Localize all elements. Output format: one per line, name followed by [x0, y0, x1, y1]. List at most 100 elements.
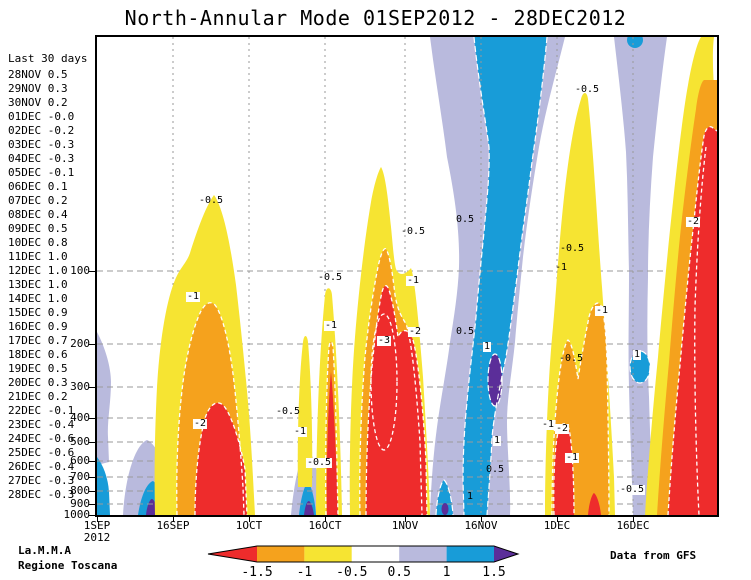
contour-label: -0.5: [618, 484, 646, 495]
contour-label: -1: [564, 452, 580, 463]
x-axis-tick: [325, 517, 326, 522]
x-axis-label: 16NOV: [464, 519, 498, 532]
y-axis-label: 600: [70, 454, 90, 467]
contour-label: 0.5: [485, 464, 505, 475]
contour-label: -0.5: [558, 353, 584, 364]
x-axis-label: 16DEC: [616, 519, 650, 532]
index-list-item: 05DEC -0.1: [8, 166, 75, 179]
contour-label: 0.5: [455, 326, 475, 337]
contour-lines: [176, 37, 717, 515]
y-axis-label: 200: [70, 337, 90, 350]
y-axis-label: 100: [70, 264, 90, 277]
x-axis-tick: [249, 517, 250, 522]
contour-label: -1: [594, 305, 610, 316]
index-list-item: 03DEC -0.3: [8, 138, 75, 151]
x-axis-label: 1DEC: [543, 519, 571, 532]
credit-line2: Regione Toscana: [18, 559, 118, 572]
y-axis-tick: [89, 477, 95, 478]
index-list-item: 26DEC -0.4: [8, 460, 75, 473]
y-axis-label: 900: [70, 497, 90, 510]
index-list-item: 25DEC -0.6: [8, 446, 75, 459]
y-axis-tick: [89, 491, 95, 492]
x-axis-label: 1NOV: [391, 519, 419, 532]
contour-label: 1: [632, 349, 642, 360]
x-axis-tick: [97, 517, 98, 522]
last-30-days-list: 28NOV 0.5 29NOV 0.3 30NOV 0.2 01DEC -0.0 02D…: [8, 68, 74, 502]
x-axis-tick: [405, 517, 406, 522]
contour-label: -3: [376, 335, 392, 346]
contour-label: -0.5: [275, 406, 301, 417]
index-list-item: 07DEC 0.2: [8, 194, 68, 207]
y-axis-label: 700: [70, 470, 90, 483]
y-axis-label: 400: [70, 411, 90, 424]
index-list-item: 27DEC -0.3: [8, 474, 75, 487]
y-axis-label: 1000: [63, 508, 91, 521]
index-list-item: 14DEC 1.0: [8, 292, 68, 305]
contour-label: -0.5: [574, 84, 600, 95]
last-30-days-heading: Last 30 days: [8, 52, 88, 65]
contour-label: 0.5: [455, 214, 475, 225]
contour-label: -0.5: [198, 195, 224, 206]
index-list-item: 28NOV 0.5: [8, 68, 68, 81]
svg-text:-1.5: -1.5: [241, 565, 272, 580]
index-list-item: 28DEC -0.3: [8, 488, 75, 501]
positive-anomaly-regions: [97, 37, 667, 515]
x-axis-label: 1OCT: [235, 519, 263, 532]
index-list-item: 16DEC 0.9: [8, 320, 68, 333]
contour-label: -2: [407, 326, 423, 337]
contour-label: 1: [482, 341, 492, 352]
x-axis-tick: [557, 517, 558, 522]
contour-label: -0.5: [559, 243, 585, 254]
index-list-item: 23DEC -0.4: [8, 418, 75, 431]
index-list-item: 21DEC 0.2: [8, 390, 68, 403]
plot-area: -0.5 -1 -2 -0.5 -1 -0.5 -0.5 -1 -0.5 -1 -3 -2 0.5 0.5…: [95, 35, 719, 517]
index-list-item: 22DEC -0.1: [8, 404, 75, 417]
index-list-item: 18DEC 0.6: [8, 348, 68, 361]
data-source-text: Data from GFS: [610, 549, 697, 562]
svg-text:1: 1: [443, 565, 451, 580]
index-list-item: 24DEC -0.6: [8, 432, 75, 445]
index-list-item: 19DEC 0.5: [8, 362, 68, 375]
x-axis-tick: [633, 517, 634, 522]
y-axis-label: 800: [70, 484, 90, 497]
contour-label: -2: [554, 423, 570, 434]
x-axis-tick: [173, 517, 174, 522]
svg-text:1.5: 1.5: [482, 565, 505, 580]
index-list-item: 29NOV 0.3: [8, 82, 68, 95]
index-list-item: 10DEC 0.8: [8, 236, 68, 249]
index-list-item: 15DEC 0.9: [8, 306, 68, 319]
index-list-item: 13DEC 1.0: [8, 278, 68, 291]
y-axis-label: 500: [70, 435, 90, 448]
contour-label: -1: [323, 320, 339, 331]
index-list-item: 11DEC 1.0: [8, 250, 68, 263]
index-list-item: 30NOV 0.2: [8, 96, 68, 109]
index-list-item: 06DEC 0.1: [8, 180, 68, 193]
colorbar: -1.5 -1 -0.5 0.5 1 1.5: [207, 545, 520, 580]
y-axis-tick: [89, 418, 95, 419]
contour-label: -0.5: [400, 226, 426, 237]
x-axis-label: 1SEP 2012: [83, 519, 111, 544]
index-list-item: 17DEC 0.7: [8, 334, 68, 347]
y-axis-tick: [89, 504, 95, 505]
y-axis-tick: [89, 461, 95, 462]
contour-label: -1: [540, 419, 556, 430]
x-axis-tick: [481, 517, 482, 522]
index-list-item: 02DEC -0.2: [8, 124, 75, 137]
y-axis-tick: [89, 387, 95, 388]
svg-text:0.5: 0.5: [387, 565, 410, 580]
contour-label: -0.5: [305, 457, 333, 468]
contour-label: -1: [554, 262, 568, 273]
index-list-item: 20DEC 0.3: [8, 376, 68, 389]
svg-text:-0.5: -0.5: [336, 565, 367, 580]
y-axis-label: 300: [70, 380, 90, 393]
index-list-item: 09DEC 0.5: [8, 222, 68, 235]
x-axis-label: 16OCT: [308, 519, 342, 532]
contour-label: -1: [405, 275, 421, 286]
contour-label: -0.5: [317, 272, 343, 283]
chart-title: North-Annular Mode 01SEP2012 - 28DEC2012: [124, 6, 627, 30]
contour-label: -2: [685, 216, 701, 227]
contour-label: -1: [292, 426, 308, 437]
y-axis-tick: [89, 515, 95, 516]
contour-label: 1: [492, 435, 502, 446]
